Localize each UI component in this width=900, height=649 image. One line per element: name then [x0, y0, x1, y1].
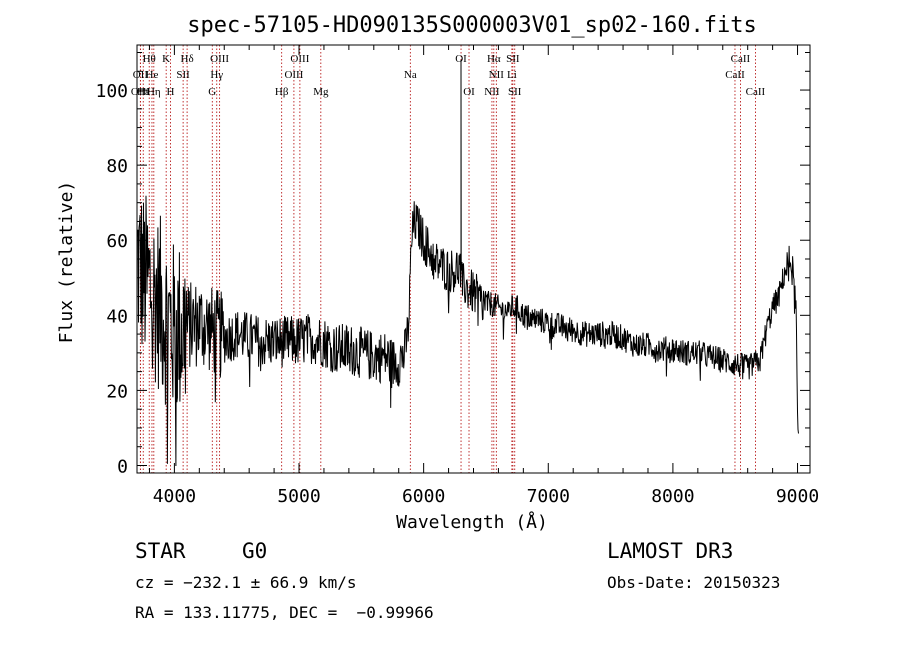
line-label: OI	[463, 86, 475, 98]
line-label: He	[146, 69, 159, 81]
line-label: Li	[507, 69, 517, 81]
line-label: NII	[489, 69, 505, 81]
line-label: Mg	[313, 86, 329, 98]
chart-title: spec-57105-HD090135S000003V01_sp02-160.f…	[187, 13, 757, 38]
line-label: SII	[506, 53, 520, 65]
x-axis-ticks: 4000 5000 6000 7000 8000 9000	[148, 45, 819, 507]
line-label: Hδ	[181, 53, 194, 65]
x-tick-label: 5000	[277, 486, 320, 507]
x-tick-label: 6000	[402, 486, 445, 507]
y-axis-label: Flux (relative)	[56, 181, 77, 344]
y-tick-label: 60	[106, 231, 128, 252]
line-label: NII	[484, 86, 500, 98]
redshift-velocity: cz = −232.1 ± 66.9 km/s	[135, 573, 357, 592]
x-tick-label: 4000	[153, 486, 196, 507]
line-label: Hβ	[275, 86, 289, 98]
y-axis-ticks: 0 20 40 60 80 100	[95, 52, 810, 477]
line-label: Na	[404, 69, 417, 81]
line-label: K	[162, 53, 170, 65]
line-label: OIII	[290, 53, 309, 65]
x-tick-label: 9000	[776, 486, 819, 507]
line-label: Hθ	[143, 53, 156, 65]
line-label: Hη	[147, 86, 161, 98]
line-label: OIII	[284, 69, 303, 81]
line-label: OI	[455, 53, 467, 65]
line-label: Hα	[487, 53, 501, 65]
coordinates: RA = 133.11775, DEC = −0.99966	[135, 603, 434, 622]
x-tick-label: 8000	[651, 486, 694, 507]
line-label: OIII	[131, 86, 150, 98]
line-label: H	[167, 86, 175, 98]
object-subclass: G0	[242, 539, 268, 563]
line-label: Hγ	[210, 69, 223, 81]
flux-series-line	[136, 59, 799, 467]
spectral-line-markers	[139, 45, 756, 473]
line-label: CaII	[725, 69, 745, 81]
x-tick-label: 7000	[527, 486, 570, 507]
y-tick-label: 20	[106, 381, 128, 402]
observation-date: Obs-Date: 20150323	[607, 573, 781, 592]
line-label: OIII	[210, 53, 229, 65]
plot-frame	[136, 44, 811, 474]
line-label: CaII	[746, 86, 766, 98]
y-tick-label: 100	[95, 81, 128, 102]
survey-name: LAMOST DR3	[607, 539, 734, 563]
line-label: SII	[176, 69, 190, 81]
x-axis-label: Wavelength (Å)	[396, 511, 548, 533]
line-label: G	[208, 86, 216, 98]
line-label: Hε	[137, 86, 150, 98]
y-tick-label: 80	[106, 156, 128, 177]
y-tick-label: 40	[106, 306, 128, 327]
line-label: CaII	[731, 53, 751, 65]
y-tick-label: 0	[117, 456, 128, 477]
line-label: SII	[508, 86, 522, 98]
object-type: STAR	[135, 539, 186, 563]
